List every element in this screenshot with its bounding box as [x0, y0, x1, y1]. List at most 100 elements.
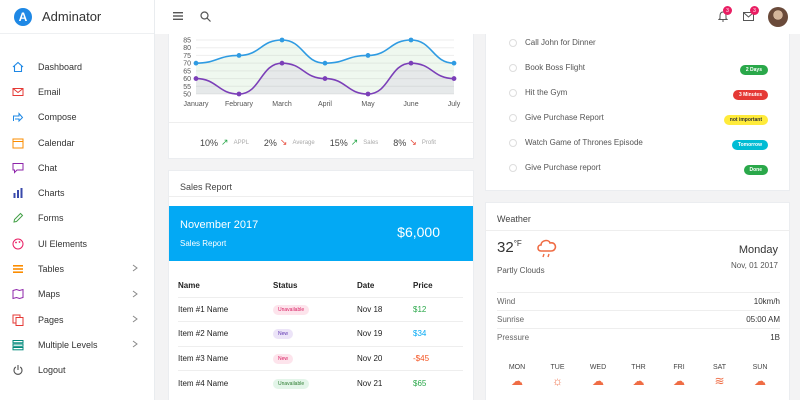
chevron-right-icon	[132, 264, 138, 272]
sales-amount: $6,000	[397, 224, 440, 240]
sidebar-item-logout[interactable]: Logout	[0, 358, 154, 383]
menu-toggle-icon[interactable]	[173, 12, 183, 20]
x-tick-label: January	[184, 101, 209, 108]
table-row[interactable]: Item #3 Name New Nov 20 -$45	[178, 345, 463, 371]
weather-date: Nov, 01 2017	[731, 261, 778, 270]
cloud-icon: ☁	[632, 374, 645, 388]
stats-row: 10% ↗ APPL 2% ↘ Average 15% ↗ Sales 8% ↘ Profit	[200, 137, 451, 148]
sidebar-item-email[interactable]: Email	[0, 79, 154, 104]
col-status: Status	[273, 281, 298, 291]
sun-icon: ☼	[552, 374, 563, 388]
data-point[interactable]	[365, 91, 371, 97]
chevron-right-icon	[132, 315, 138, 323]
item-date: Nov 20	[357, 345, 413, 371]
sidebar-item-tables[interactable]: Tables	[0, 256, 154, 281]
todo-text: Book Boss Flight	[525, 63, 586, 72]
sidebar-item-calendar[interactable]: Calendar	[0, 130, 154, 155]
sidebar-item-chat[interactable]: Chat	[0, 155, 154, 180]
forecast-day: THR ☁	[619, 364, 659, 388]
sidebar-item-label: Dashboard	[38, 61, 83, 72]
todo-checkbox[interactable]	[509, 38, 517, 47]
avatar[interactable]	[768, 7, 788, 27]
sidebar-item-label: Charts	[38, 188, 65, 199]
forecast-day: SAT ≋	[700, 364, 740, 388]
todo-item[interactable]: Call John for Dinner	[509, 38, 596, 47]
table-row[interactable]: Item #4 Name Unavailable Nov 21 $65	[178, 370, 463, 395]
logo-icon: A	[14, 7, 32, 26]
y-tick-label: 60	[183, 76, 191, 83]
data-point[interactable]	[236, 53, 242, 58]
y-tick-label: 65	[183, 68, 191, 75]
stat-value: 15%	[329, 137, 348, 148]
weather-temp: 32°F	[497, 239, 522, 256]
weather-title: Weather	[497, 214, 531, 224]
rain-cloud-icon	[537, 239, 557, 258]
sidebar-item-ui-elements[interactable]: UI Elements	[0, 231, 154, 256]
data-point[interactable]	[451, 76, 457, 81]
todo-item[interactable]: Give Purchase Report	[509, 113, 604, 122]
todo-checkbox[interactable]	[509, 113, 517, 122]
sidebar-item-dashboard[interactable]: Dashboard	[0, 54, 154, 79]
sidebar-item-multiple-levels[interactable]: Multiple Levels	[0, 332, 154, 357]
sidebar-item-label: UI Elements	[38, 238, 88, 249]
sidebar-item-label: Pages	[38, 314, 64, 325]
arrow-down-icon: ↘	[279, 137, 288, 147]
data-point[interactable]	[279, 37, 285, 43]
data-point[interactable]	[451, 60, 457, 66]
weather-row: Pressure 1B	[497, 328, 780, 346]
x-tick-label: June	[403, 101, 418, 108]
list-icon	[13, 265, 23, 274]
data-point[interactable]	[365, 53, 371, 58]
stat-item: 10% ↗ APPL	[200, 137, 249, 148]
data-point[interactable]	[193, 60, 199, 66]
data-point[interactable]	[322, 60, 328, 66]
sidebar-item-pages[interactable]: Pages	[0, 307, 154, 332]
y-tick-label: 55	[183, 84, 191, 91]
sidebar-item-label: Forms	[38, 213, 64, 224]
share-icon	[13, 112, 24, 123]
data-point[interactable]	[236, 91, 242, 97]
status-badge: New	[273, 329, 294, 340]
forecast-day: MON ☁	[497, 364, 537, 388]
status-badge: Unavailable	[273, 378, 310, 389]
table-row[interactable]: Item #1 Name Unavailable Nov 18 $12	[178, 296, 463, 322]
status-badge: New	[273, 353, 294, 364]
data-point[interactable]	[408, 60, 414, 66]
weather-row-label: Pressure	[497, 333, 530, 342]
forecast-day-label: SAT	[712, 364, 727, 371]
sidebar-item-forms[interactable]: Forms	[0, 206, 154, 231]
mail-icon	[12, 87, 24, 96]
forecast-day-label: WED	[589, 364, 607, 371]
item-price: $12	[413, 296, 463, 322]
todo-checkbox[interactable]	[509, 63, 517, 72]
forecast-day: TUE ☼	[538, 364, 578, 388]
todo-checkbox[interactable]	[509, 163, 517, 172]
power-icon	[13, 365, 23, 376]
sidebar-item-compose[interactable]: Compose	[0, 105, 154, 130]
todo-item[interactable]: Hit the Gym	[509, 88, 567, 97]
forecast-day: SUN ☁	[740, 364, 780, 388]
data-point[interactable]	[408, 37, 414, 43]
brand[interactable]: A Adminator	[0, 0, 154, 34]
x-tick-label: April	[318, 101, 332, 108]
sidebar-item-label: Logout	[38, 365, 66, 376]
notification-badge: 3	[723, 6, 732, 15]
sidebar-item-maps[interactable]: Maps	[0, 282, 154, 307]
sidebar-item-label: Email	[38, 86, 61, 97]
todo-checkbox[interactable]	[509, 138, 517, 147]
data-point[interactable]	[279, 60, 285, 66]
data-point[interactable]	[322, 76, 328, 81]
todo-item[interactable]: Book Boss Flight	[509, 63, 585, 72]
status-badge: Unavailable	[273, 304, 310, 315]
todo-item[interactable]: Watch Game of Thrones Episode	[509, 138, 643, 147]
sidebar-item-charts[interactable]: Charts	[0, 180, 154, 205]
table-row[interactable]: Item #2 Name New Nov 19 $34	[178, 321, 463, 346]
todo-checkbox[interactable]	[509, 88, 517, 97]
y-tick-label: 85	[183, 38, 191, 45]
search-icon[interactable]	[200, 11, 211, 22]
stat-value: 10%	[200, 137, 219, 148]
forecast-day: WED ☁	[578, 364, 618, 388]
data-point[interactable]	[193, 76, 199, 81]
stat-item: 8% ↘ Profit	[393, 137, 436, 148]
todo-item[interactable]: Give Purchase report	[509, 163, 601, 172]
